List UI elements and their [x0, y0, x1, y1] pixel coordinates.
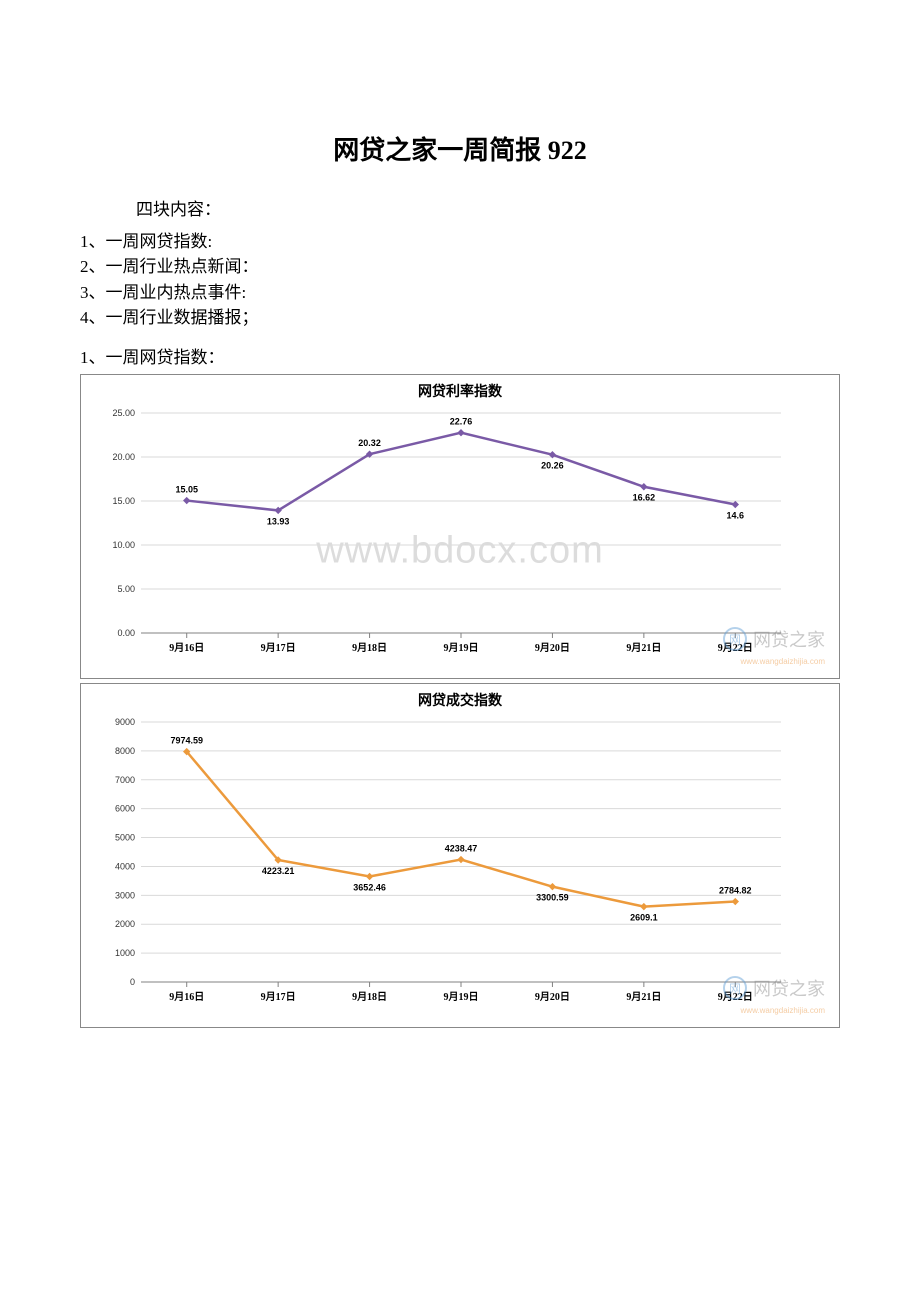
- svg-text:9月19日: 9月19日: [444, 642, 479, 654]
- svg-text:8000: 8000: [115, 746, 135, 756]
- svg-text:9000: 9000: [115, 717, 135, 727]
- section-heading: 1、一周网贷指数：: [80, 345, 840, 371]
- svg-text:3000: 3000: [115, 890, 135, 900]
- svg-text:9月18日: 9月18日: [352, 642, 387, 654]
- chart-volume-index: 网贷成交指数 0 1000 2000 3000 4000 5000 6000 7000 8000…: [80, 683, 840, 1028]
- svg-text:9月16日: 9月16日: [169, 642, 204, 654]
- svg-text:9月22日: 9月22日: [718, 642, 753, 654]
- document-page: 网贷之家一周简报 922 四块内容： 1、一周网贷指数: 2、一周行业热点新闻：…: [0, 0, 920, 1088]
- svg-text:2000: 2000: [115, 919, 135, 929]
- svg-text:10.00: 10.00: [112, 540, 135, 550]
- svg-text:9月17日: 9月17日: [261, 991, 296, 1003]
- svg-text:9月22日: 9月22日: [718, 991, 753, 1003]
- svg-text:9月21日: 9月21日: [626, 991, 661, 1003]
- svg-text:5000: 5000: [115, 833, 135, 843]
- svg-text:9月19日: 9月19日: [444, 991, 479, 1003]
- svg-text:15.05: 15.05: [175, 485, 198, 495]
- svg-text:7974.59: 7974.59: [170, 736, 203, 746]
- chart-title: 网贷成交指数: [91, 690, 829, 710]
- svg-text:1000: 1000: [115, 948, 135, 958]
- toc-item: 4、一周行业数据播报；: [80, 305, 840, 331]
- svg-text:2609.1: 2609.1: [630, 913, 658, 923]
- chart-svg: 0.00 5.00 10.00 15.00 20.00 25.00 9月16日 9月17日 9月…: [91, 403, 791, 663]
- svg-text:9月20日: 9月20日: [535, 991, 570, 1003]
- intro-text: 四块内容：: [80, 197, 840, 223]
- svg-text:3652.46: 3652.46: [353, 882, 386, 892]
- svg-text:4223.21: 4223.21: [262, 866, 295, 876]
- svg-text:13.93: 13.93: [267, 516, 290, 526]
- svg-text:15.00: 15.00: [112, 496, 135, 506]
- svg-text:0.00: 0.00: [117, 628, 135, 638]
- svg-text:9月20日: 9月20日: [535, 642, 570, 654]
- svg-text:4238.47: 4238.47: [445, 844, 478, 854]
- page-title: 网贷之家一周简报 922: [80, 130, 840, 167]
- svg-text:9月18日: 9月18日: [352, 991, 387, 1003]
- svg-text:6000: 6000: [115, 804, 135, 814]
- toc-item: 2、一周行业热点新闻：: [80, 254, 840, 280]
- svg-text:4000: 4000: [115, 861, 135, 871]
- svg-text:20.26: 20.26: [541, 461, 564, 471]
- svg-text:7000: 7000: [115, 775, 135, 785]
- svg-text:5.00: 5.00: [117, 584, 135, 594]
- svg-text:22.76: 22.76: [450, 417, 473, 427]
- svg-text:3300.59: 3300.59: [536, 893, 569, 903]
- svg-text:2784.82: 2784.82: [719, 886, 752, 896]
- svg-text:0: 0: [130, 977, 135, 987]
- svg-text:20.32: 20.32: [358, 438, 381, 448]
- svg-text:9月21日: 9月21日: [626, 642, 661, 654]
- svg-text:9月17日: 9月17日: [261, 642, 296, 654]
- svg-text:25.00: 25.00: [112, 408, 135, 418]
- svg-text:16.62: 16.62: [633, 493, 656, 503]
- chart-title: 网贷利率指数: [91, 381, 829, 401]
- toc-item: 1、一周网贷指数:: [80, 229, 840, 255]
- toc-item: 3、一周业内热点事件:: [80, 280, 840, 306]
- chart-svg: 0 1000 2000 3000 4000 5000 6000 7000 8000 9000 9月1…: [91, 712, 791, 1012]
- svg-text:9月16日: 9月16日: [169, 991, 204, 1003]
- svg-text:14.6: 14.6: [727, 511, 745, 521]
- svg-text:20.00: 20.00: [112, 452, 135, 462]
- chart-rate-index: 网贷利率指数 0.00 5.00 10.00 15.00 20.00 25.00 9月16日…: [80, 374, 840, 679]
